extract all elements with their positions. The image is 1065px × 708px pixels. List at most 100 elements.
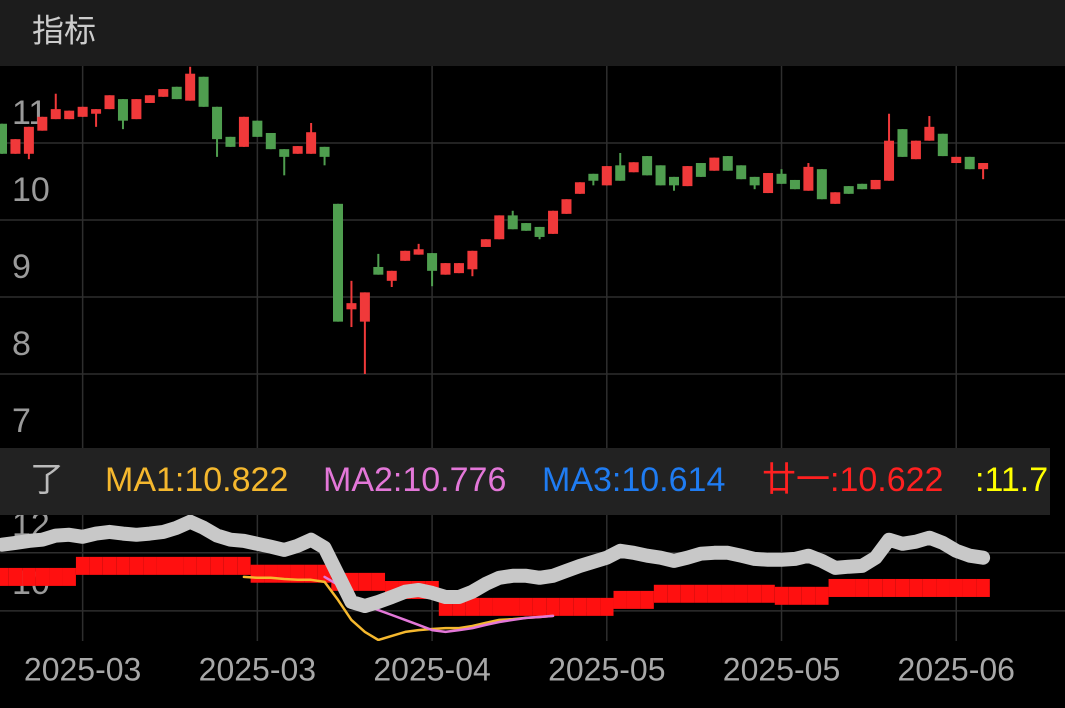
step-block [22,567,36,586]
candle-body [413,249,424,255]
step-block [532,597,547,616]
step-block [721,584,735,603]
step-block [371,572,386,591]
candle-body [359,292,370,322]
x-tick-label: 2025-03 [199,651,316,687]
step-block [465,597,480,616]
candle-body [386,270,397,281]
step-block [129,556,144,575]
candle-body [440,263,451,275]
candle-body [50,109,61,120]
step-block [156,556,170,575]
candle-body [897,129,908,157]
candle-body [453,263,464,274]
candle-body [521,223,532,231]
step-block [196,556,211,575]
step-block [855,578,869,597]
step-block [774,586,789,605]
candle-body [870,179,881,190]
step-block [304,564,318,583]
candle-body [507,215,518,230]
step-block [828,578,842,597]
step-block [680,584,695,603]
legend-item: 廿一:10.622 [762,461,943,499]
step-block [909,578,923,597]
step-block [626,590,641,609]
step-block [183,556,197,575]
step-block [75,556,90,575]
thick-line [0,515,991,613]
step-block [237,556,251,575]
candle-body [776,173,787,184]
y-tick-label: 7 [12,402,31,440]
candle-body [117,99,128,121]
candle-body [561,199,572,214]
step-block [586,597,601,616]
candle-body [924,126,935,141]
step-block [0,567,9,586]
candle-body [494,215,505,240]
candle-body [37,116,48,131]
step-block [882,578,896,597]
candle-body [252,120,263,137]
legend-item: 了 [30,461,64,499]
step-block [479,597,493,616]
candle-body [212,106,223,140]
candle-body [0,123,7,154]
top-bar [0,0,1065,66]
step-block [667,584,681,603]
y-tick-label: 8 [12,325,31,363]
candle-body [64,110,75,120]
step-block [761,584,775,603]
step-block [492,597,506,616]
indicator-panel: 1012 [0,515,1065,641]
candle-body [857,183,868,190]
step-block [170,556,184,575]
candle-body [534,226,545,237]
step-block [264,564,278,583]
candle-body [480,239,491,247]
step-block [143,556,157,575]
step-block [210,556,224,575]
candle-body [628,162,639,173]
legend-item: MA2:10.776 [323,461,506,499]
candle-body [669,176,679,186]
candle-body [749,176,760,186]
step-block [102,556,117,575]
candle-body [238,116,249,147]
candle-body [279,149,290,157]
candle-body [978,163,989,170]
x-tick-label: 2025-04 [373,651,490,687]
candle-body [292,146,303,154]
legend-item: :11.7 [975,461,1048,499]
step-block [62,567,76,586]
step-block [613,590,627,609]
step-block [653,584,668,603]
candle-body [265,132,276,150]
candle-body [615,165,626,181]
step-block [976,578,990,597]
candle-body [10,139,21,154]
candle-body [682,166,693,187]
step-block [89,556,103,575]
candle-body [373,266,384,275]
step-block [922,578,937,597]
candle-body [104,95,115,110]
step-block [640,590,654,609]
y-tick-label: 9 [12,248,31,286]
step-block [815,586,829,605]
candle-body [400,250,411,261]
header-title[interactable]: 指标 [32,12,96,48]
legend-bar [0,448,1050,515]
candle-body [830,192,841,204]
x-tick-label: 2025-03 [24,651,141,687]
step-block [506,597,520,616]
candle-body [937,133,948,157]
legend: 了 MA1:10.822 MA2:10.776 MA3:10.614 廿一:10.622… [30,461,1048,499]
step-block [694,584,708,603]
step-block [842,578,856,597]
candle-body [346,303,357,310]
step-block [358,572,372,591]
